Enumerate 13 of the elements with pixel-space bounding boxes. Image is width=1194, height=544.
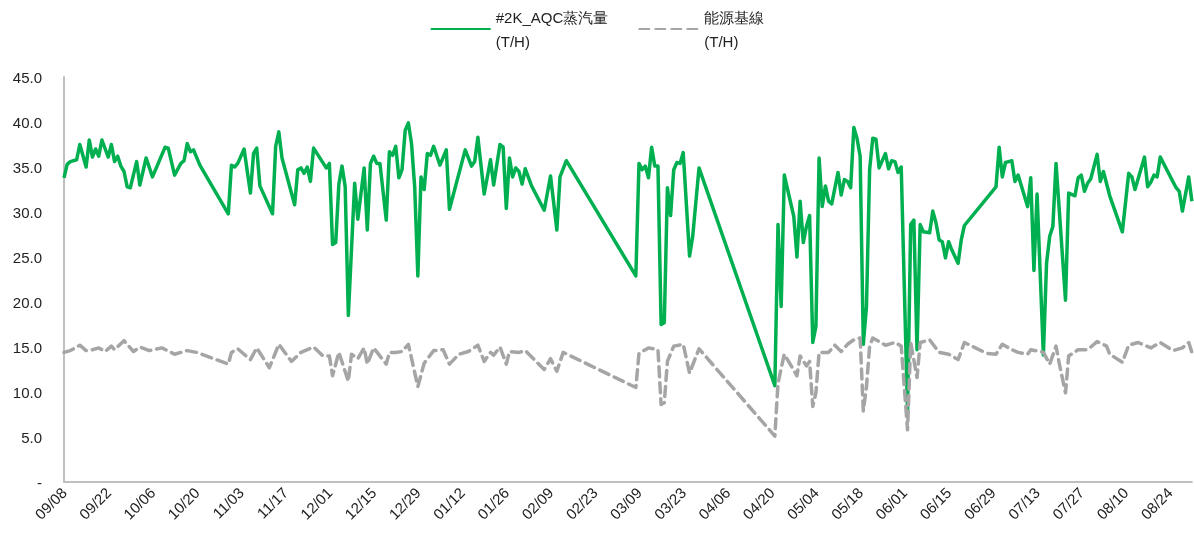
y-tick-label: -	[37, 473, 42, 491]
y-tick-label: 10.0	[12, 383, 42, 401]
y-tick-label: 20.0	[12, 293, 42, 311]
y-tick-label: 40.0	[12, 113, 42, 131]
line-series	[62, 336, 1194, 438]
y-tick-label: 15.0	[12, 338, 42, 356]
legend-label: #2K_AQC蒸汽量 (T/H)	[495, 8, 609, 50]
y-tick-label: 25.0	[12, 248, 42, 266]
legend-label: 能源基線 (T/H)	[704, 8, 765, 50]
y-tick-label: 45.0	[12, 68, 42, 86]
y-tick-label: 30.0	[12, 203, 42, 221]
y-tick-label: 35.0	[12, 158, 42, 176]
y-tick-label: 5.0	[21, 428, 42, 446]
